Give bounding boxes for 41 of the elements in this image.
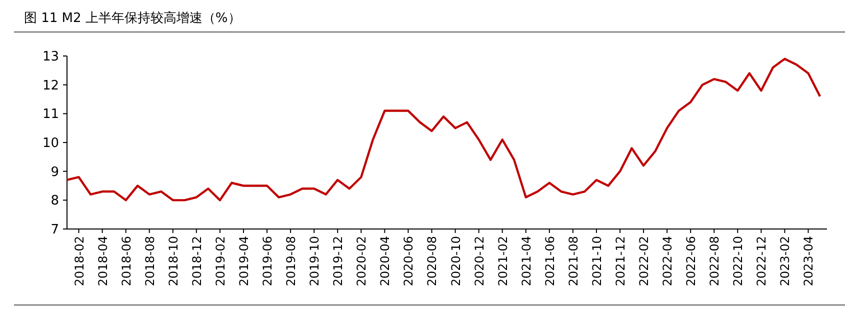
chart-title: 图 11 M2 上半年保持较高增速（%） (24, 10, 241, 26)
x-tick-label: 2020-06 (402, 236, 416, 286)
x-tick-label: 2022-06 (684, 236, 698, 286)
x-tick-label: 2021-10 (590, 236, 604, 286)
x-tick-label: 2021-12 (613, 236, 628, 286)
y-tick-label: 10 (42, 136, 59, 151)
x-tick-label: 2018-06 (119, 236, 134, 286)
x-tick-label: 2018-12 (190, 236, 204, 286)
x-tick-label: 2018-04 (96, 236, 110, 286)
x-tick-label: 2020-08 (425, 236, 440, 286)
x-tick-label: 2020-02 (354, 236, 369, 286)
y-tick-label: 8 (50, 194, 59, 209)
x-tick-label: 2022-02 (637, 236, 652, 286)
y-tick-label: 11 (42, 107, 59, 122)
y-tick-label: 9 (50, 164, 59, 180)
x-tick-label: 2020-04 (378, 236, 392, 286)
y-tick-label: 12 (42, 78, 59, 94)
x-tick-label: 2022-12 (754, 236, 769, 286)
x-tick-label: 2023-02 (778, 236, 792, 286)
x-tick-label: 2019-02 (213, 236, 228, 286)
x-tick-label: 2020-12 (472, 236, 486, 286)
x-tick-label: 2021-04 (519, 236, 534, 286)
x-tick-label: 2019-06 (260, 236, 275, 286)
x-tick-label: 2018-10 (166, 236, 180, 286)
x-tick-label: 2019-08 (284, 236, 298, 286)
x-tick-label: 2022-10 (731, 236, 746, 286)
x-tick-label: 2019-12 (331, 236, 346, 286)
x-tick-label: 2021-06 (542, 236, 557, 286)
x-tick-label: 2020-10 (448, 236, 463, 286)
y-tick-label: 13 (42, 50, 59, 64)
line-series (66, 58, 822, 202)
x-tick-label: 2019-04 (236, 236, 251, 286)
y-tick-label: 7 (50, 222, 59, 238)
x-tick-label: 2022-04 (660, 236, 675, 286)
x-tick-label: 2021-08 (566, 236, 580, 286)
x-tick-label: 2023-04 (802, 236, 816, 286)
x-tick-label: 2022-08 (708, 236, 722, 286)
x-tick-label: 2021-02 (496, 236, 510, 286)
x-tick-label: 2018-08 (142, 236, 157, 286)
x-tick-label: 2018-02 (72, 236, 86, 286)
x-tick-label: 2019-10 (308, 236, 322, 286)
